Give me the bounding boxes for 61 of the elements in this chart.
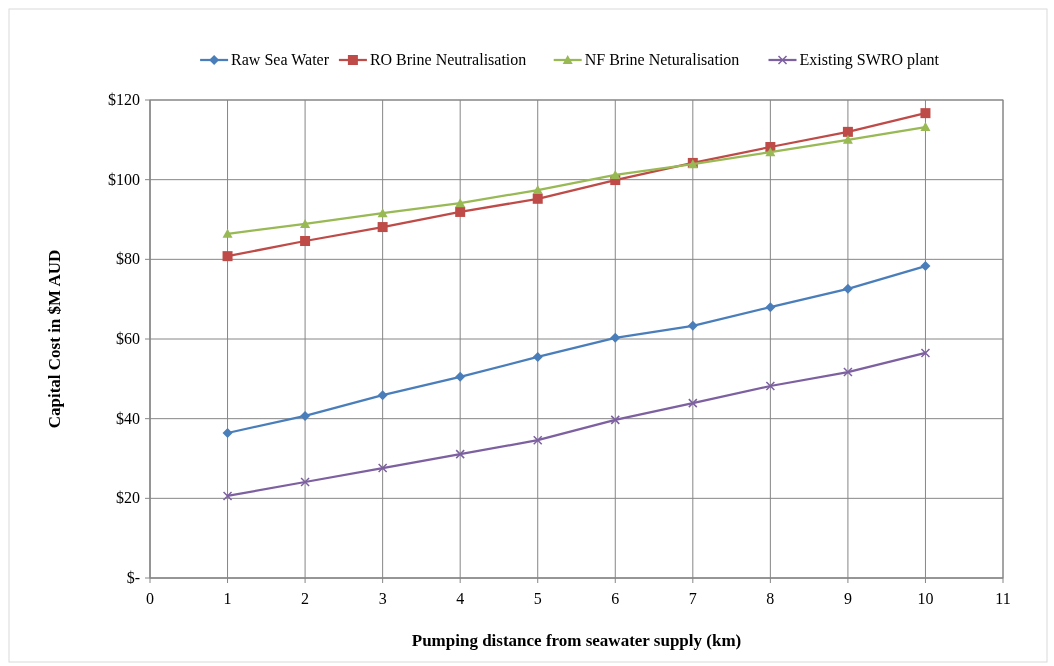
x-tick-label: 2 bbox=[301, 590, 310, 607]
point bbox=[222, 428, 233, 439]
point bbox=[765, 381, 776, 391]
point bbox=[688, 398, 698, 408]
point bbox=[377, 463, 388, 473]
x-tick-label: 8 bbox=[766, 590, 775, 607]
point bbox=[455, 449, 465, 459]
point bbox=[920, 261, 931, 272]
y-tick-label: $80 bbox=[116, 250, 140, 268]
point bbox=[300, 410, 311, 421]
x-tick-label: 3 bbox=[378, 590, 387, 607]
x-tick-label: 9 bbox=[843, 590, 852, 607]
x-axis-title: Pumping distance from seawater supply (km) bbox=[411, 631, 742, 650]
y-axis-title: Capital Cost in $M AUD bbox=[45, 249, 64, 429]
x-tick-label: 6 bbox=[611, 590, 620, 607]
y-tick-label: $60 bbox=[116, 330, 140, 347]
point bbox=[920, 348, 931, 358]
point bbox=[765, 302, 776, 313]
point bbox=[532, 185, 543, 195]
legend-label: Existing SWRO plant bbox=[799, 51, 940, 69]
point bbox=[377, 390, 388, 401]
point bbox=[300, 477, 310, 487]
x-tick-label: 4 bbox=[456, 590, 465, 607]
point bbox=[532, 351, 543, 362]
point bbox=[300, 236, 311, 247]
x-tick-label: 0 bbox=[146, 590, 154, 607]
point bbox=[920, 122, 931, 132]
x-tick-label: 10 bbox=[917, 590, 934, 607]
y-tick-label: $20 bbox=[116, 489, 140, 507]
point bbox=[222, 228, 233, 238]
point bbox=[842, 134, 853, 144]
point bbox=[843, 367, 853, 377]
x-tick-label: 11 bbox=[995, 590, 1011, 607]
point bbox=[610, 332, 621, 343]
x-tick-label: 5 bbox=[533, 590, 542, 607]
point bbox=[920, 108, 931, 119]
point bbox=[455, 206, 466, 217]
point bbox=[687, 320, 698, 331]
point bbox=[842, 283, 853, 294]
y-tick-label: $100 bbox=[108, 170, 140, 188]
point bbox=[377, 208, 388, 218]
point bbox=[222, 491, 233, 501]
point bbox=[300, 218, 311, 228]
point bbox=[532, 193, 543, 204]
point bbox=[765, 147, 776, 157]
point bbox=[455, 371, 466, 382]
point bbox=[610, 415, 621, 425]
point bbox=[377, 222, 388, 233]
x-tick-label: 7 bbox=[688, 590, 697, 607]
x-tick-label: 1 bbox=[223, 590, 232, 607]
point bbox=[610, 169, 621, 179]
legend-label: RO Brine Neutralisation bbox=[369, 51, 527, 68]
point bbox=[222, 251, 233, 262]
point bbox=[455, 198, 466, 208]
legend-label: Raw Sea Water bbox=[231, 51, 330, 68]
point bbox=[842, 126, 853, 137]
y-tick-label: $- bbox=[126, 569, 140, 586]
y-tick-label: $40 bbox=[116, 409, 140, 427]
legend-label: NF Brine Neturalisation bbox=[584, 51, 740, 68]
y-tick-label: $120 bbox=[108, 91, 140, 108]
point bbox=[532, 435, 543, 445]
